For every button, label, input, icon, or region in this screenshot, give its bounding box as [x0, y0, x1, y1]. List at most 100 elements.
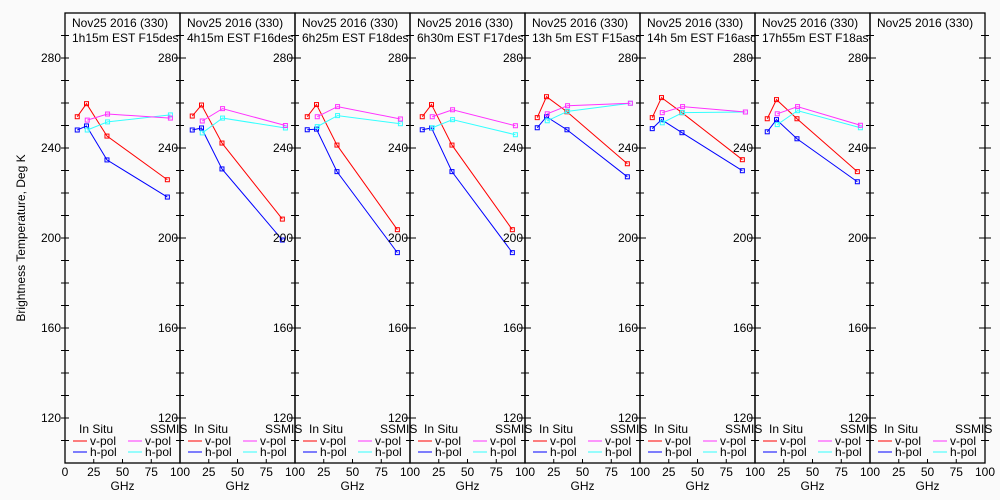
y-tick-label: 240: [848, 141, 868, 155]
y-tick-label: 120: [503, 411, 523, 425]
x-tick-label: 75: [950, 465, 964, 479]
panel-4: 120 160 200 240 280 25 50 75 100 GHz Nov25 2016 (3…: [388, 12, 535, 493]
data-point-ssmis-h: [659, 120, 665, 126]
legend-title-insitu: In Situ: [654, 422, 688, 436]
data-point-insitu-h: [764, 129, 770, 135]
data-point-ssmis-v: [857, 122, 863, 128]
data-point-insitu-h: [854, 179, 860, 185]
x-axis-label: GHz: [341, 479, 365, 493]
data-point-ssmis-h: [512, 132, 518, 138]
legend-title-ssmis: SSMIS: [725, 422, 762, 436]
series-line-ssmis-v: [317, 106, 401, 120]
legend-label-insitu-v: v-pol: [205, 434, 231, 448]
legend-title-insitu: In Situ: [769, 422, 803, 436]
data-point-insitu-v: [739, 157, 745, 163]
y-tick-label: 240: [733, 141, 753, 155]
x-axis-label: GHz: [916, 479, 940, 493]
data-point-ssmis-v: [429, 114, 435, 120]
data-point-ssmis-v: [742, 109, 748, 115]
data-point-insitu-v: [774, 97, 780, 103]
series-line-insitu-v: [306, 103, 398, 230]
data-point-insitu-h: [304, 127, 310, 133]
data-point-insitu-h: [794, 136, 800, 142]
data-point-ssmis-v: [659, 110, 665, 116]
legend-label-ssmis-h: h-pol: [720, 445, 747, 459]
data-point-insitu-h: [509, 250, 515, 256]
data-point-insitu-v: [419, 114, 425, 120]
data-point-ssmis-h: [544, 118, 550, 124]
data-point-ssmis-v: [544, 111, 550, 117]
panel-title: Nov25 2016 (330)4h15m EST F16des: [187, 16, 294, 45]
y-tick-label: 200: [503, 231, 523, 245]
x-axis-label: GHz: [571, 479, 595, 493]
y-tick-label: 120: [733, 411, 753, 425]
legend-label-insitu-v: v-pol: [665, 434, 691, 448]
data-point-insitu-h: [164, 194, 170, 200]
y-tick-label: 160: [503, 321, 523, 335]
data-point-insitu-v: [104, 133, 110, 139]
x-tick-label: 50: [921, 465, 935, 479]
legend-label-insitu-h: h-pol: [435, 445, 462, 459]
series-line-ssmis-h: [87, 114, 171, 131]
legend-label-insitu-h: h-pol: [550, 445, 577, 459]
legend-label-ssmis-h: h-pol: [605, 445, 632, 459]
data-point-insitu-h: [624, 174, 630, 180]
panel-5: 120 160 200 240 280 25 50 75 100 GHz Nov25 2016 (3…: [503, 12, 650, 493]
series-line-insitu-h: [422, 127, 513, 253]
legend-label-insitu-v: v-pol: [435, 434, 461, 448]
x-tick-label: 25: [432, 465, 446, 479]
panel-title-date: Nov25 2016 (330): [762, 16, 858, 30]
series-line-ssmis-v: [777, 106, 861, 126]
x-tick-label: 50: [576, 465, 590, 479]
y-tick-label: 120: [388, 411, 408, 425]
data-point-insitu-h: [189, 127, 195, 133]
data-point-insitu-v: [429, 102, 435, 108]
panel-title-date: Nov25 2016 (330): [532, 16, 628, 30]
x-axis-label: GHz: [226, 479, 250, 493]
data-point-ssmis-h: [105, 119, 111, 125]
series-line-insitu-v: [536, 95, 628, 165]
series-line-ssmis-h: [201, 117, 286, 134]
legend-label-ssmis-v: v-pol: [835, 434, 861, 448]
legend-title-insitu: In Situ: [539, 422, 573, 436]
legend-label-ssmis-v: v-pol: [375, 434, 401, 448]
x-tick-label: 0: [62, 465, 69, 479]
legend-title-ssmis: SSMIS: [265, 422, 302, 436]
x-tick-label: 25: [777, 465, 791, 479]
series-line-insitu-v: [766, 98, 858, 173]
legend-label-ssmis-h: h-pol: [145, 445, 172, 459]
legend-label-insitu-v: v-pol: [320, 434, 346, 448]
legend-label-insitu-v: v-pol: [895, 434, 921, 448]
legend-title-insitu: In Situ: [194, 422, 228, 436]
panel-title: Nov25 2016 (330)13h 5m EST F15asc: [532, 16, 640, 45]
data-point-ssmis-v: [167, 115, 173, 121]
x-tick-label: 50: [116, 465, 130, 479]
y-tick-label: 280: [41, 51, 61, 65]
legend-title-ssmis: SSMIS: [150, 422, 187, 436]
y-tick-label: 120: [41, 411, 61, 425]
panel-6: 120 160 200 240 280 25 50 75 100 GHz Nov25 2016 (3…: [618, 12, 765, 493]
data-point-insitu-h: [564, 127, 570, 133]
x-tick-label: 100: [515, 465, 535, 479]
y-tick-label: 200: [848, 231, 868, 245]
legend-label-insitu-h: h-pol: [665, 445, 692, 459]
series-line-ssmis-v: [662, 106, 746, 114]
x-tick-label: 75: [490, 465, 504, 479]
data-point-insitu-h: [219, 166, 225, 172]
data-point-insitu-v: [189, 113, 195, 119]
data-point-insitu-h: [649, 126, 655, 132]
data-point-ssmis-v: [627, 100, 633, 106]
legend-label-insitu-v: v-pol: [780, 434, 806, 448]
legend-label-insitu-h: h-pol: [780, 445, 807, 459]
panel-title-time: 14h 5m EST F16asc: [647, 31, 756, 45]
y-tick-label: 280: [158, 51, 178, 65]
legend-label-insitu-v: v-pol: [90, 434, 116, 448]
panel-3: 120 160 200 240 280 25 50 75 100 GHz Nov25 2016 (3…: [273, 12, 420, 493]
series-line-ssmis-h: [432, 119, 516, 136]
panel-title: Nov25 2016 (330): [877, 16, 973, 30]
data-point-ssmis-v: [220, 106, 226, 112]
series-line-insitu-h: [307, 128, 398, 253]
series-line-insitu-h: [651, 119, 743, 172]
